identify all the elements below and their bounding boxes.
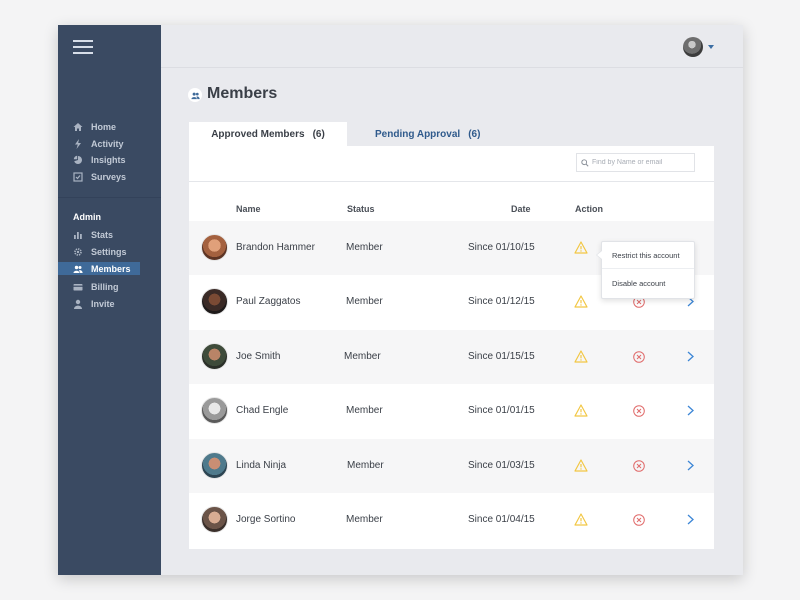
member-name: Paul Zaggatos	[236, 296, 301, 307]
avatar	[201, 343, 228, 370]
member-date: Since 01/15/15	[468, 351, 535, 362]
sidebar-item-label: Billing	[91, 281, 119, 292]
sidebar-item-home[interactable]: Home	[58, 120, 161, 133]
sidebar-item-members[interactable]: Members	[58, 262, 140, 275]
member-date: Since 01/03/15	[468, 460, 535, 471]
user-icon	[73, 299, 83, 309]
avatar	[201, 452, 228, 479]
card-icon	[73, 282, 83, 292]
member-status: Member	[346, 514, 383, 525]
member-date: Since 01/01/15	[468, 405, 535, 416]
avatar	[201, 397, 228, 424]
column-header-status: Status	[347, 204, 375, 214]
sidebar-item-label: Home	[91, 121, 117, 132]
warning-icon[interactable]	[574, 350, 588, 363]
warning-icon[interactable]	[574, 459, 588, 472]
remove-icon[interactable]	[633, 405, 645, 417]
table-row: Joe Smith Member Since 01/15/15	[189, 330, 714, 384]
sidebar-divider	[58, 197, 161, 198]
member-name: Joe Smith	[236, 351, 281, 362]
table-row: Jorge Sortino Member Since 01/04/15	[189, 493, 714, 547]
remove-icon[interactable]	[633, 460, 645, 472]
avatar	[201, 234, 228, 261]
divider	[189, 181, 714, 182]
column-header-action: Action	[575, 204, 603, 214]
members-panel: Name Status Date Action Brandon Hammer M…	[189, 146, 714, 549]
member-status: Member	[346, 242, 383, 253]
menu-item-disable-account[interactable]: Disable account	[612, 279, 666, 288]
member-name: Chad Engle	[236, 405, 289, 416]
tab-label: Approved Members	[211, 128, 305, 140]
sidebar-section-heading: Admin	[73, 212, 101, 222]
survey-icon	[73, 171, 83, 182]
lightning-icon	[73, 138, 83, 149]
member-date: Since 01/10/15	[468, 242, 535, 253]
tab-approved-members[interactable]: Approved Members (6)	[189, 122, 347, 146]
tab-pending-approval[interactable]: Pending Approval (6)	[375, 122, 480, 146]
gear-icon	[73, 247, 83, 257]
warning-icon[interactable]	[574, 404, 588, 417]
pie-chart-icon	[73, 155, 83, 165]
remove-icon[interactable]	[633, 514, 645, 526]
tab-count: (6)	[468, 128, 481, 140]
page-title: Members	[207, 85, 278, 102]
sidebar: Home Activity Insights Surveys Admin	[58, 25, 161, 575]
search-box[interactable]	[576, 153, 695, 172]
column-header-name: Name	[236, 204, 261, 214]
column-header-date: Date	[511, 204, 531, 214]
table-row: Linda Ninja Member Since 01/03/15	[189, 439, 714, 493]
sidebar-item-surveys[interactable]: Surveys	[58, 170, 161, 183]
caret-down-icon[interactable]	[708, 45, 714, 49]
sidebar-item-label: Stats	[91, 229, 114, 240]
members-icon	[73, 264, 83, 274]
menu-item-restrict-account[interactable]: Restrict this account	[602, 242, 694, 269]
hamburger-icon[interactable]	[73, 39, 93, 55]
search-icon	[581, 158, 589, 167]
member-date: Since 01/12/15	[468, 296, 535, 307]
member-name: Brandon Hammer	[236, 242, 315, 253]
member-status: Member	[346, 296, 383, 307]
avatar	[201, 288, 228, 315]
sidebar-item-stats[interactable]: Stats	[58, 228, 161, 241]
sidebar-item-label: Members	[91, 263, 131, 274]
sidebar-item-settings[interactable]: Settings	[58, 245, 161, 258]
warning-icon[interactable]	[574, 513, 588, 526]
sidebar-item-invite[interactable]: Invite	[58, 297, 161, 310]
members-icon	[188, 88, 202, 102]
remove-icon[interactable]	[633, 351, 645, 363]
sidebar-item-label: Activity	[91, 138, 124, 149]
home-icon	[73, 122, 83, 132]
sidebar-item-label: Surveys	[91, 171, 127, 182]
avatar	[201, 506, 228, 533]
search-input[interactable]	[592, 159, 687, 166]
chevron-right-icon[interactable]	[687, 460, 694, 471]
member-status: Member	[347, 460, 384, 471]
bar-chart-icon	[73, 230, 83, 240]
member-name: Jorge Sortino	[236, 514, 296, 525]
warning-icon[interactable]	[574, 295, 588, 308]
table-row: Paul Zaggatos Member Since 01/12/15	[189, 275, 714, 329]
app-window: Home Activity Insights Surveys Admin	[58, 25, 743, 575]
sidebar-item-billing[interactable]: Billing	[58, 280, 161, 293]
sidebar-item-label: Insights	[91, 154, 126, 165]
member-name: Linda Ninja	[236, 460, 287, 471]
member-status: Member	[344, 351, 381, 362]
member-status: Member	[346, 405, 383, 416]
user-avatar[interactable]	[683, 37, 703, 57]
tab-count: (6)	[312, 128, 325, 140]
top-bar	[161, 25, 743, 68]
chevron-right-icon[interactable]	[687, 351, 694, 362]
chevron-right-icon[interactable]	[687, 405, 694, 416]
chevron-right-icon[interactable]	[687, 514, 694, 525]
sidebar-item-insights[interactable]: Insights	[58, 153, 161, 166]
tab-label: Pending Approval	[375, 128, 461, 140]
sidebar-item-label: Settings	[91, 246, 127, 257]
sidebar-item-label: Invite	[91, 298, 115, 309]
table-row: Chad Engle Member Since 01/01/15	[189, 384, 714, 438]
action-dropdown-menu: Restrict this account Disable account	[596, 241, 695, 299]
sidebar-item-activity[interactable]: Activity	[58, 137, 161, 150]
warning-icon[interactable]	[574, 241, 588, 254]
member-date: Since 01/04/15	[468, 514, 535, 525]
